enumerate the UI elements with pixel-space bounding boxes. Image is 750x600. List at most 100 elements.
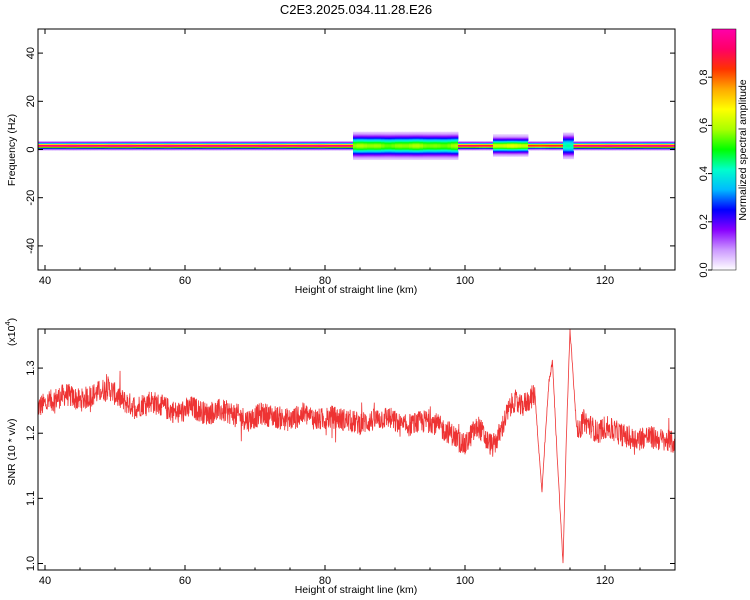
spectrogram-cell — [479, 148, 483, 150]
spectrogram-cell — [510, 138, 515, 140]
spectrogram-cell — [416, 132, 420, 134]
spectrogram-cell — [286, 147, 291, 150]
spectrogram-cell — [643, 146, 648, 148]
spectrogram-cell — [363, 155, 368, 157]
spectrogram-cell — [367, 157, 371, 159]
spectrogram-cell — [118, 148, 123, 150]
spectrogram-cell — [493, 144, 497, 146]
spectrogram-cell — [552, 147, 557, 150]
spectrogram-cell — [55, 141, 60, 144]
spectrogram-cell — [318, 146, 322, 149]
spectrogram-cell — [566, 141, 571, 143]
spectrogram-cell — [496, 152, 501, 155]
spectrogram-cell — [94, 141, 98, 143]
spectrogram-cell — [437, 136, 441, 139]
spectrogram-cell — [563, 147, 567, 150]
spectrogram-cell — [192, 145, 196, 147]
spectrogram-cell — [265, 141, 270, 144]
spectrogram-cell — [370, 142, 375, 144]
spectrogram-cell — [363, 149, 368, 151]
spectrogram-cell — [524, 134, 529, 136]
spectrogram-cell — [657, 148, 662, 150]
spectrogram-cell — [563, 142, 567, 144]
spectrogram-cell — [349, 141, 354, 143]
spectrogram-cell — [160, 149, 165, 151]
spectrogram-cell — [447, 150, 452, 152]
spectrogram-cell — [206, 148, 210, 150]
spectrogram-cell — [391, 141, 396, 144]
spectrogram-cell — [437, 141, 441, 143]
spectrogram-cell — [290, 141, 294, 144]
spectrogram-cell — [402, 146, 406, 148]
spectrogram-cell — [503, 139, 508, 141]
spectrogram-cell — [311, 142, 315, 144]
spectrogram-cell — [605, 141, 609, 143]
spectrogram-cell — [412, 134, 417, 136]
spectrogram-cell — [255, 147, 259, 150]
spectrogram-cell — [363, 135, 368, 137]
spectrogram-cell — [237, 146, 242, 148]
spectrogram-cell — [500, 155, 504, 157]
spectrogram-cell — [514, 135, 518, 137]
spectrogram-cell — [615, 142, 620, 144]
spectrogram-cell — [570, 132, 574, 134]
spectrogram-cell — [353, 134, 357, 136]
spectrogram-cell — [122, 142, 126, 144]
spectrogram-cell — [493, 140, 497, 142]
spectrogram-cell — [412, 154, 417, 156]
spectrogram-cell — [402, 139, 406, 141]
spectrogram-cell — [367, 154, 371, 156]
spectrogram-cell — [566, 149, 571, 151]
spectrogram-cell — [409, 153, 413, 155]
spectrogram-cell — [370, 158, 375, 161]
spectrogram-cell — [423, 147, 427, 150]
spectrogram-cell — [671, 147, 675, 150]
spectrogram-cell — [552, 142, 557, 144]
spectrogram-cell — [356, 154, 361, 156]
spectrogram-cell — [209, 146, 214, 148]
spectrogram-cell — [636, 142, 641, 144]
spectrogram-cell — [115, 145, 119, 147]
spectrogram-cell — [325, 141, 329, 144]
spectrogram-cell — [591, 143, 595, 145]
spectrogram-cell — [496, 142, 501, 144]
spectrogram-cell — [339, 143, 343, 145]
spectrogram-cell — [272, 146, 277, 148]
spectrogram-cell — [468, 145, 473, 147]
spectrogram-cell — [213, 142, 217, 144]
spectrogram-cell — [521, 141, 525, 144]
spectrogram-cell — [489, 143, 494, 145]
spectrogram-cell — [311, 143, 315, 145]
spectrogram-cell — [598, 143, 602, 145]
spectrogram-cell — [258, 146, 263, 148]
spectrogram-cell — [416, 141, 420, 144]
spectrogram-cell — [538, 143, 543, 145]
spectrogram-cell — [440, 137, 445, 139]
spectrogram-cell — [419, 132, 424, 134]
spectrogram-cell — [426, 143, 431, 145]
spectrogram-cell — [66, 146, 70, 149]
spectrogram-cell — [94, 144, 98, 146]
spectrogram-cell — [447, 143, 452, 145]
spectrogram-cell — [69, 148, 74, 150]
spectrogram-cell — [349, 147, 354, 150]
spectrogram-cell — [608, 146, 613, 149]
spectrogram-cell — [563, 137, 567, 139]
spectrogram-cell — [426, 149, 431, 151]
spectrogram-cell — [125, 141, 130, 144]
spectrogram-cell — [500, 141, 504, 143]
spectrogram-cell — [129, 143, 133, 145]
spectrogram-cell — [563, 148, 567, 150]
spectrogram-cell — [475, 144, 480, 146]
spectrogram-cell — [461, 142, 466, 144]
spectrogram-cell — [286, 141, 291, 144]
spectrogram-cell — [234, 147, 238, 150]
spectrogram-cell — [83, 141, 88, 143]
spectrogram-cell — [41, 149, 46, 151]
spectrogram-cell — [244, 144, 249, 146]
spectrogram-cell — [94, 146, 98, 149]
spectrogram-cell — [454, 139, 459, 141]
spectrogram-cell — [440, 131, 445, 134]
spectrogram-cell — [62, 148, 67, 150]
